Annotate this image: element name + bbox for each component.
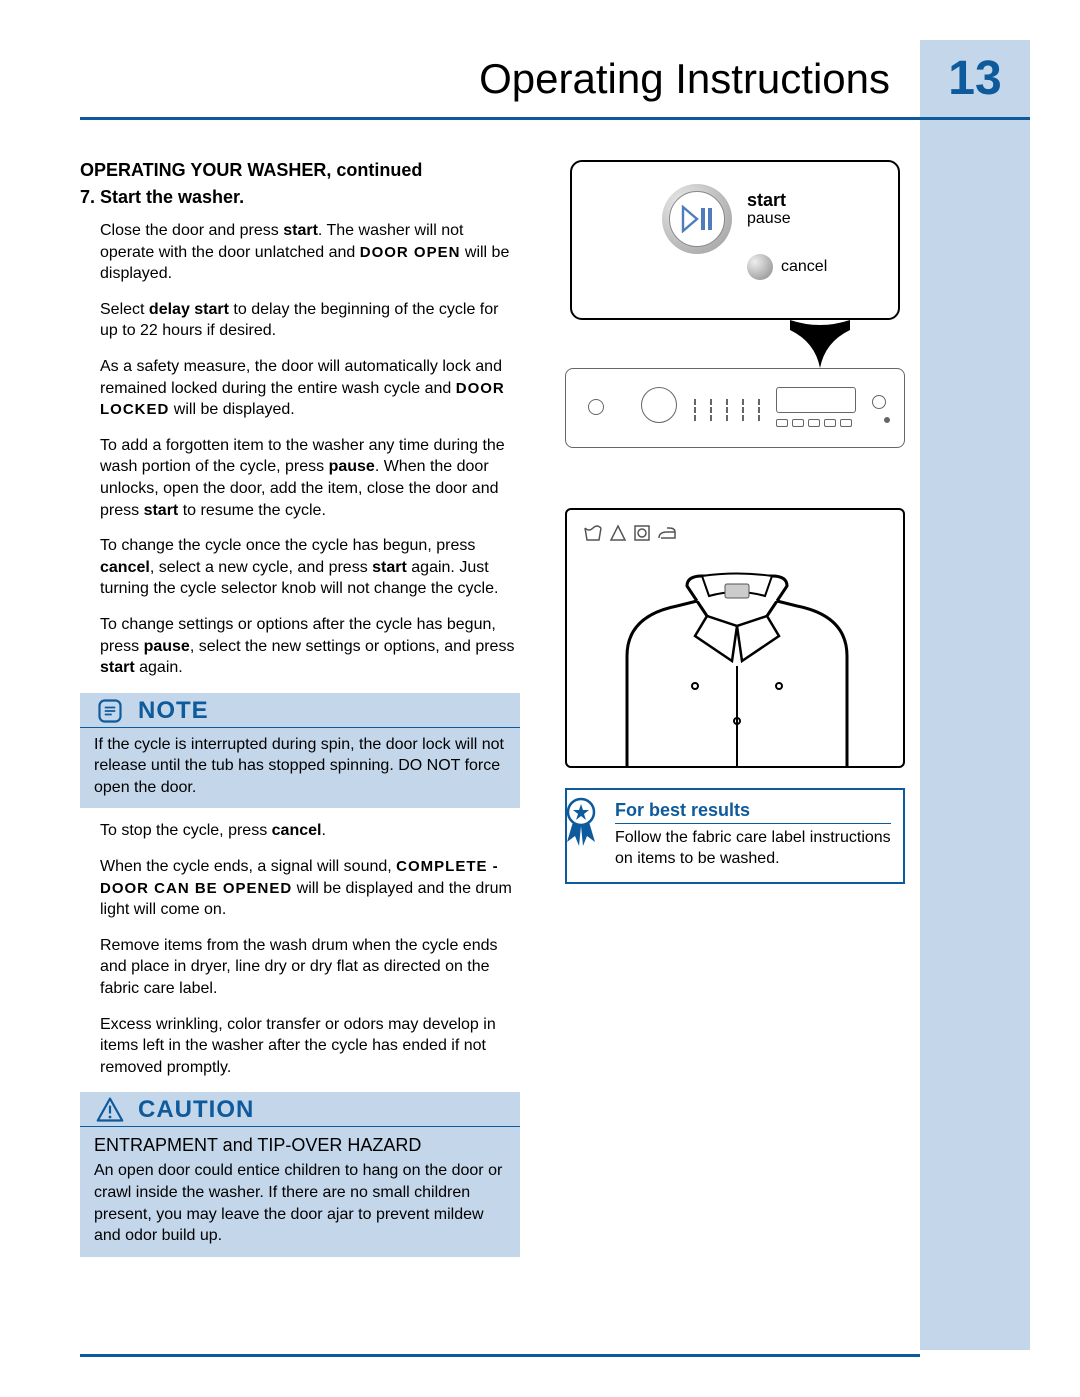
content-columns: OPERATING YOUR WASHER, continued 7. Star… bbox=[0, 120, 1080, 1269]
panel-cancel-icon bbox=[884, 417, 890, 423]
page-title: Operating Instructions bbox=[80, 55, 920, 103]
best-results-box: For best results Follow the fabric care … bbox=[565, 788, 905, 884]
right-column: start pause cancel bbox=[550, 160, 920, 1269]
caution-subtitle: ENTRAPMENT and TIP-OVER HAZARD bbox=[80, 1133, 520, 1160]
para-5: To change the cycle once the cycle has b… bbox=[100, 535, 520, 600]
power-knob-icon bbox=[588, 399, 604, 415]
para-9: Remove items from the wash drum when the… bbox=[100, 935, 520, 1000]
para-7: To stop the cycle, press cancel. bbox=[100, 820, 520, 842]
page-number: 13 bbox=[920, 40, 1030, 117]
note-callout: NOTE If the cycle is interrupted during … bbox=[80, 693, 520, 809]
cancel-button-icon bbox=[747, 254, 773, 280]
note-title: NOTE bbox=[138, 697, 209, 725]
panel-start-icon bbox=[872, 395, 886, 409]
care-label-figure bbox=[565, 508, 905, 768]
start-button-figure: start pause cancel bbox=[570, 160, 900, 320]
start-button-icon bbox=[662, 184, 732, 254]
best-results-title: For best results bbox=[615, 800, 891, 824]
footer-rule bbox=[80, 1354, 920, 1357]
manual-page: Operating Instructions 13 OPERATING YOUR… bbox=[0, 0, 1080, 1397]
shirt-icon bbox=[587, 566, 887, 766]
caution-title: CAUTION bbox=[138, 1096, 254, 1124]
para-8: When the cycle ends, a signal will sound… bbox=[100, 856, 520, 921]
caution-body: An open door could entice children to ha… bbox=[80, 1160, 520, 1246]
caution-callout: CAUTION ENTRAPMENT and TIP-OVER HAZARD A… bbox=[80, 1092, 520, 1256]
option-columns bbox=[691, 387, 763, 421]
best-results-body: Follow the fabric care label instruction… bbox=[615, 828, 891, 870]
iron-icon bbox=[657, 524, 679, 542]
play-pause-icon bbox=[669, 191, 725, 247]
pointer-icon bbox=[570, 320, 900, 368]
para-10: Excess wrinkling, color transfer or odor… bbox=[100, 1014, 520, 1079]
control-panel-figure bbox=[565, 368, 905, 448]
caution-header: CAUTION bbox=[80, 1096, 520, 1127]
dry-icon bbox=[633, 524, 651, 542]
para-2: Select delay start to delay the beginnin… bbox=[100, 299, 520, 342]
para-6: To change settings or options after the … bbox=[100, 614, 520, 679]
start-label: start bbox=[747, 190, 786, 211]
cancel-label: cancel bbox=[781, 258, 827, 276]
cancel-group: cancel bbox=[747, 254, 827, 280]
side-strip bbox=[920, 120, 1030, 1350]
note-icon bbox=[96, 697, 124, 725]
display-screen-icon bbox=[776, 387, 856, 413]
step-heading: 7. Start the washer. bbox=[80, 187, 520, 208]
note-body: If the cycle is interrupted during spin,… bbox=[80, 734, 520, 799]
bleach-icon bbox=[609, 524, 627, 542]
para-1: Close the door and press start. The wash… bbox=[100, 220, 520, 285]
wash-icon bbox=[583, 524, 603, 542]
page-header: Operating Instructions 13 bbox=[80, 40, 1030, 120]
warning-icon bbox=[96, 1096, 124, 1124]
left-column: OPERATING YOUR WASHER, continued 7. Star… bbox=[80, 160, 520, 1269]
section-heading: OPERATING YOUR WASHER, continued bbox=[80, 160, 520, 181]
option-buttons bbox=[776, 419, 852, 427]
cycle-dial-icon bbox=[641, 387, 677, 423]
pause-label: pause bbox=[747, 210, 791, 228]
care-symbol-strip bbox=[583, 524, 679, 542]
para-4: To add a forgotten item to the washer an… bbox=[100, 435, 520, 521]
para-3: As a safety measure, the door will autom… bbox=[100, 356, 520, 421]
note-header: NOTE bbox=[80, 697, 520, 728]
ribbon-icon bbox=[561, 796, 601, 848]
